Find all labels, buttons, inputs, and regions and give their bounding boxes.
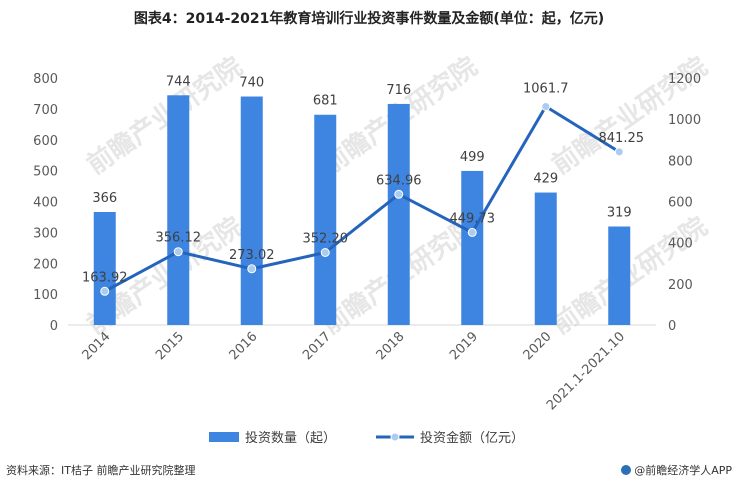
line-marker bbox=[541, 101, 551, 111]
x-tick-label: 2020 bbox=[521, 329, 555, 363]
bar-value-label: 429 bbox=[533, 172, 558, 187]
line-value-label: 634.96 bbox=[376, 173, 422, 188]
line-marker bbox=[467, 227, 477, 237]
line-value-label: 352.20 bbox=[303, 232, 349, 247]
legend-line-label: 投资金额（亿元） bbox=[420, 430, 524, 446]
line-value-label: 356.12 bbox=[156, 231, 202, 246]
y-right-tick-label: 1000 bbox=[668, 113, 701, 128]
y-left-tick-label: 100 bbox=[33, 288, 58, 303]
line-value-label: 1061.7 bbox=[523, 81, 569, 96]
bar-value-label: 744 bbox=[166, 74, 191, 89]
legend-bar-swatch bbox=[209, 432, 239, 442]
y-left-tick-label: 400 bbox=[33, 196, 58, 211]
bar-value-label: 499 bbox=[460, 150, 485, 165]
legend: 投资数量（起） 投资金额（亿元） bbox=[209, 430, 524, 446]
y-left-tick-label: 600 bbox=[33, 134, 58, 149]
x-tick-label: 2015 bbox=[153, 329, 187, 363]
x-tick-label: 2018 bbox=[374, 329, 408, 363]
line-marker bbox=[173, 247, 183, 257]
line-value-label: 163.92 bbox=[82, 270, 128, 285]
line-marker bbox=[394, 189, 404, 199]
x-tick-label: 2019 bbox=[447, 329, 481, 363]
bar-value-label: 716 bbox=[386, 83, 411, 98]
bar bbox=[167, 95, 190, 325]
x-tick-label: 2014 bbox=[80, 329, 114, 363]
y-left-tick-label: 800 bbox=[33, 72, 58, 87]
bar bbox=[461, 170, 484, 325]
y-right-tick-label: 600 bbox=[668, 196, 693, 211]
legend-line-marker bbox=[390, 432, 400, 442]
bar bbox=[387, 103, 410, 325]
bar bbox=[93, 211, 116, 325]
y-left-tick-label: 200 bbox=[33, 257, 58, 272]
bar-value-label: 740 bbox=[239, 76, 264, 91]
y-left-tick-label: 0 bbox=[50, 319, 58, 334]
y-right-tick-label: 0 bbox=[668, 319, 676, 334]
line-marker bbox=[320, 248, 330, 258]
line-marker bbox=[614, 147, 624, 157]
brand-credit: @前瞻经济学人APP bbox=[621, 462, 732, 478]
y-left-tick-label: 700 bbox=[33, 103, 58, 118]
line-layer bbox=[100, 101, 624, 296]
watermark-text: 前瞻产业研究院 bbox=[81, 51, 248, 181]
brand-text: @前瞻经济学人APP bbox=[634, 464, 732, 477]
y-right-tick-label: 200 bbox=[668, 278, 693, 293]
data-labels-layer: 366 744 740 681 716 499 429 319 163.92 356.12 273.… bbox=[82, 74, 644, 285]
bar bbox=[534, 192, 557, 325]
bar-value-label: 681 bbox=[313, 94, 338, 109]
legend-bar-label: 投资数量（起） bbox=[245, 430, 336, 446]
line-value-label: 273.02 bbox=[229, 248, 275, 263]
x-tick-label: 2016 bbox=[227, 329, 261, 363]
brand-logo-icon bbox=[621, 465, 632, 475]
line-marker bbox=[247, 264, 257, 274]
bar bbox=[314, 114, 337, 326]
bar bbox=[608, 226, 631, 325]
source-note: 资料来源：IT桔子 前瞻产业研究院整理 bbox=[6, 464, 196, 477]
line-value-label: 841.25 bbox=[599, 131, 645, 146]
line-value-label: 449.73 bbox=[450, 211, 496, 226]
line-marker bbox=[100, 286, 110, 296]
y-right-tick-label: 1200 bbox=[668, 72, 701, 87]
bar-value-label: 366 bbox=[92, 191, 117, 206]
line-series bbox=[104, 104, 621, 293]
x-tick-label: 2021.1-2021.10 bbox=[544, 329, 628, 413]
y-right-tick-label: 400 bbox=[668, 237, 693, 252]
bar-value-label: 319 bbox=[607, 206, 632, 221]
y-left-tick-label: 300 bbox=[33, 226, 58, 241]
y-left-tick-label: 500 bbox=[33, 165, 58, 180]
chart-title: 图表4：2014-2021年教育培训行业投资事件数量及金额(单位：起，亿元) bbox=[133, 11, 605, 27]
y-right-tick-label: 800 bbox=[668, 154, 693, 169]
bar bbox=[240, 96, 263, 326]
